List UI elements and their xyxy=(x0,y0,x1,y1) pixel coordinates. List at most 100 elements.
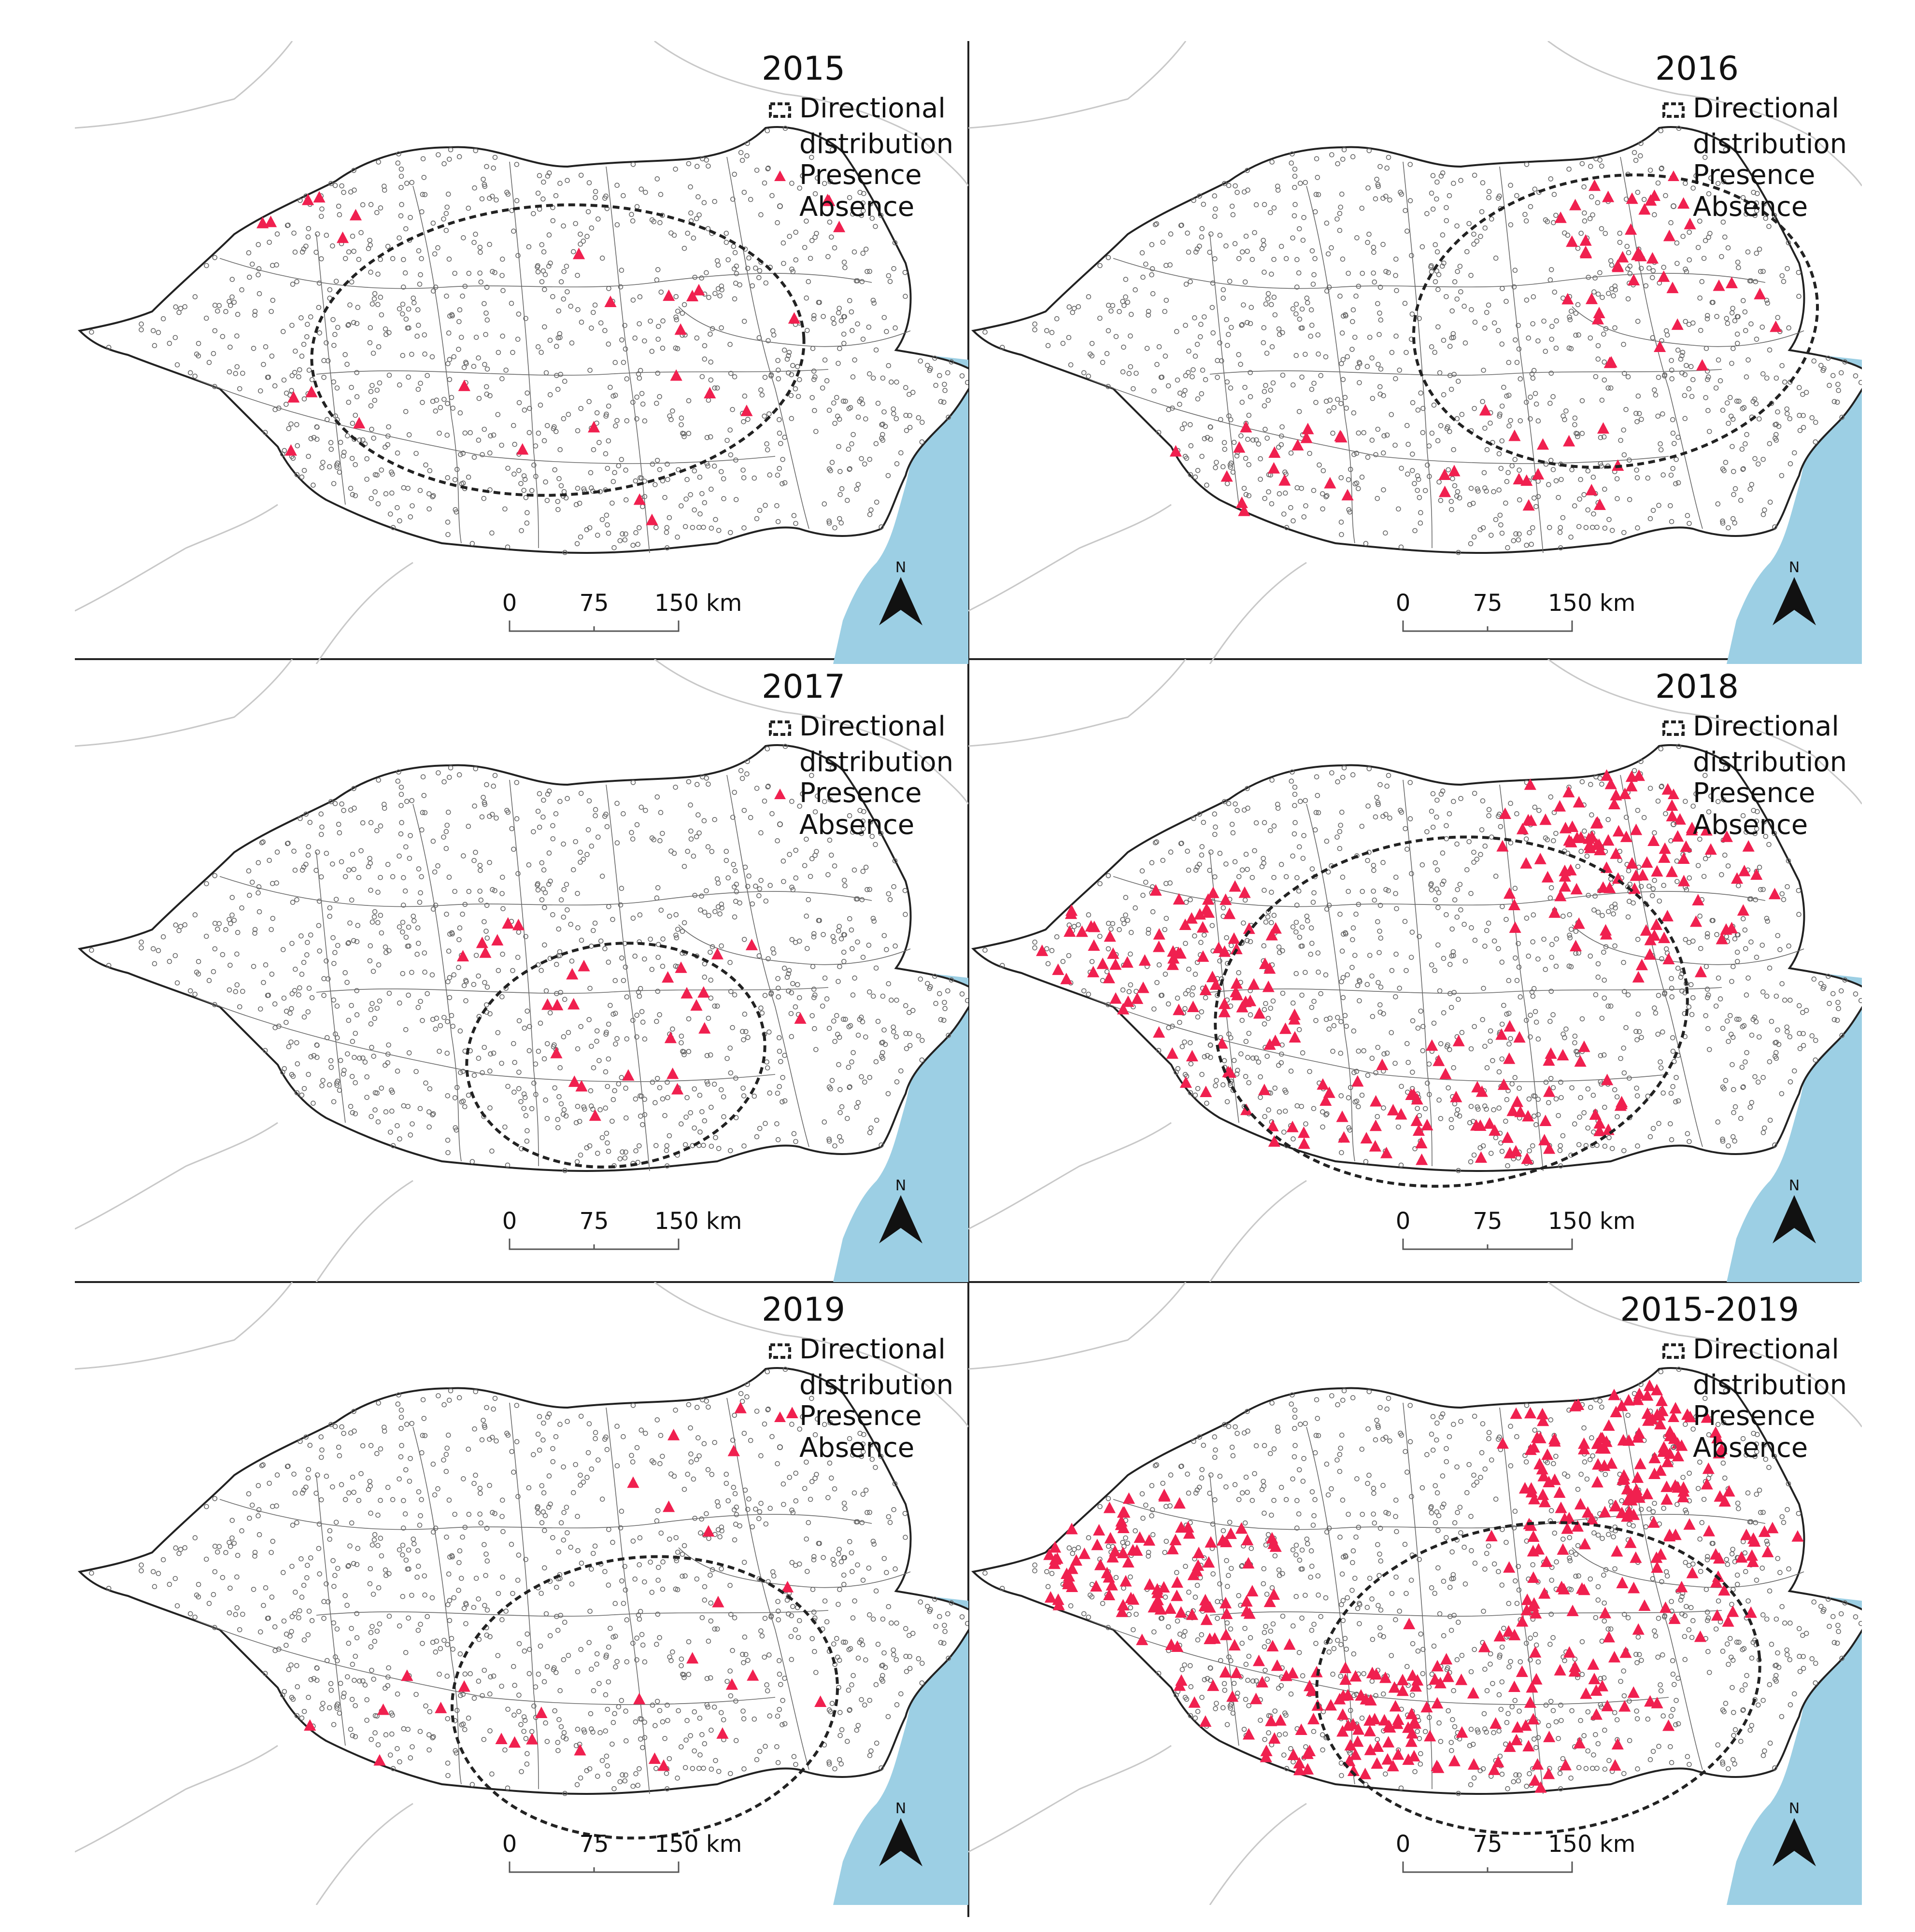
absence-marker xyxy=(1797,1046,1803,1051)
directional-distribution-symbol xyxy=(1662,102,1685,118)
absence-marker xyxy=(1106,302,1111,308)
absence-marker xyxy=(654,794,660,800)
absence-marker xyxy=(919,1057,925,1063)
absence-marker xyxy=(352,805,357,811)
presence-marker xyxy=(1416,1153,1428,1165)
absence-marker xyxy=(1350,772,1356,777)
absence-marker xyxy=(1032,327,1037,333)
absence-marker xyxy=(1501,1002,1506,1008)
absence-marker xyxy=(1764,375,1770,381)
absence-marker xyxy=(456,937,462,943)
absence-marker xyxy=(386,424,391,430)
absence-marker xyxy=(758,1005,764,1011)
absence-marker xyxy=(1811,976,1817,982)
absence-marker xyxy=(516,1018,522,1024)
absence-marker xyxy=(1752,831,1758,836)
absence-marker xyxy=(427,1086,433,1092)
absence-marker xyxy=(367,958,373,964)
absence-marker xyxy=(420,810,426,816)
absence-marker xyxy=(660,1096,666,1102)
absence-marker xyxy=(793,1139,798,1144)
scale-label-0: 0 xyxy=(502,590,517,617)
absence-marker xyxy=(942,381,947,387)
presence-marker xyxy=(512,918,525,931)
absence-marker xyxy=(334,1003,340,1009)
absence-marker xyxy=(999,963,1005,968)
absence-marker xyxy=(633,478,638,484)
absence-marker xyxy=(1726,1143,1731,1149)
absence-marker xyxy=(657,394,662,399)
absence-marker xyxy=(1530,1143,1535,1149)
absence-marker xyxy=(1600,913,1605,918)
presence-marker xyxy=(1223,907,1236,919)
absence-marker xyxy=(797,185,802,191)
absence-marker xyxy=(879,524,884,530)
absence-marker xyxy=(717,911,723,917)
absence-marker xyxy=(1627,497,1632,502)
absence-marker xyxy=(1246,462,1252,467)
presence-marker xyxy=(1319,1094,1332,1106)
absence-marker xyxy=(1699,279,1705,284)
presence-marker xyxy=(1557,1049,1569,1061)
absence-marker xyxy=(1212,213,1218,219)
absence-marker xyxy=(1652,1005,1657,1011)
absence-marker xyxy=(553,1670,559,1675)
absence-marker xyxy=(1757,1034,1762,1040)
absence-marker xyxy=(1532,391,1538,396)
absence-marker xyxy=(728,988,734,994)
absence-marker xyxy=(1664,332,1670,338)
absence-marker xyxy=(732,868,738,874)
absence-marker xyxy=(902,888,908,893)
directional-distribution-symbol xyxy=(769,720,791,736)
absence-marker xyxy=(368,389,374,395)
absence-marker xyxy=(561,887,567,892)
absence-marker xyxy=(1417,934,1422,939)
absence-marker xyxy=(416,248,422,254)
absence-marker xyxy=(596,440,602,445)
absence-marker xyxy=(1278,433,1284,439)
presence-marker xyxy=(690,999,703,1011)
absence-marker xyxy=(346,1640,352,1646)
absence-marker xyxy=(812,853,818,858)
absence-marker xyxy=(1759,943,1765,948)
absence-marker xyxy=(1299,1103,1305,1109)
absence-marker xyxy=(847,298,852,303)
absence-marker xyxy=(505,1162,511,1168)
legend-distribution-label: distribution xyxy=(1693,128,1847,160)
absence-marker xyxy=(1238,433,1244,438)
absence-marker xyxy=(369,919,375,925)
absence-marker xyxy=(1683,799,1688,804)
absence-marker xyxy=(886,273,892,279)
absence-marker xyxy=(1197,811,1202,817)
absence-marker xyxy=(815,175,820,181)
absence-marker xyxy=(1308,951,1314,957)
absence-marker xyxy=(861,809,866,815)
absence-marker xyxy=(515,337,521,342)
legend-absence-symbol xyxy=(1671,821,1676,827)
absence-marker xyxy=(719,1087,724,1093)
absence-marker xyxy=(606,959,611,965)
absence-marker xyxy=(846,1024,852,1029)
absence-marker xyxy=(1163,263,1169,268)
absence-marker xyxy=(362,1059,368,1065)
absence-marker xyxy=(1680,350,1686,355)
absence-marker xyxy=(891,266,896,271)
absence-marker xyxy=(1219,358,1224,364)
absence-marker xyxy=(1412,481,1417,486)
absence-marker xyxy=(1645,475,1651,481)
absence-marker xyxy=(1278,243,1284,249)
absence-marker xyxy=(766,165,771,171)
presence-marker xyxy=(704,387,716,399)
absence-marker xyxy=(564,882,569,887)
absence-marker xyxy=(837,516,842,522)
absence-marker xyxy=(711,463,717,469)
absence-marker xyxy=(1229,203,1235,209)
absence-marker xyxy=(1468,1103,1474,1109)
absence-marker xyxy=(1834,399,1840,405)
absence-marker xyxy=(1422,488,1428,494)
absence-marker xyxy=(1352,335,1358,340)
presence-marker xyxy=(1166,1047,1178,1059)
presence-marker xyxy=(1324,477,1336,489)
absence-marker xyxy=(1288,450,1294,456)
absence-marker xyxy=(871,918,877,924)
